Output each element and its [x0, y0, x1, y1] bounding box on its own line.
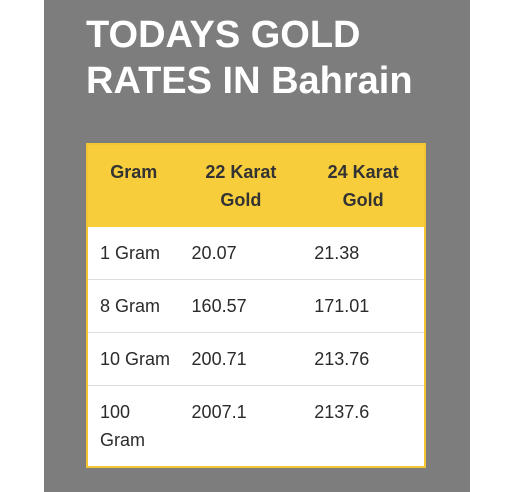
table-row: 100 Gram 2007.1 2137.6	[87, 385, 425, 467]
cell-weight: 1 Gram	[100, 243, 161, 263]
cell-22-karat-rate: 160.57	[179, 279, 303, 333]
table-row: 10 Gram 200.71 213.76	[87, 332, 425, 386]
column-header-gram: Gram	[87, 144, 180, 227]
cell-22-karat-rate: 200.71	[179, 332, 303, 386]
cell-22-karat-rate: 2007.1	[179, 385, 303, 467]
table-row: 8 Gram 160.57 171.01	[87, 279, 425, 333]
table-header-row: Gram 22 Karat Gold 24 Karat Gold	[87, 144, 425, 227]
column-header-22-karat: 22 Karat Gold	[179, 144, 303, 227]
column-header-24-karat: 24 Karat Gold	[302, 144, 425, 227]
cell-24-karat-rate: 2137.6	[302, 385, 425, 467]
cell-24-karat-rate: 171.01	[302, 279, 425, 333]
cell-22-karat-rate: 20.07	[191, 243, 237, 263]
cell-weight: 8 Gram	[87, 279, 180, 333]
table-row: 1 Gram 20.07 21.38	[87, 227, 425, 280]
cell-weight: 10 Gram	[87, 332, 180, 386]
cell-24-karat-rate: 21.38	[314, 243, 360, 263]
cell-24-karat-rate: 213.76	[302, 332, 425, 386]
gold-rates-table: Gram 22 Karat Gold 24 Karat Gold 1 Gram …	[86, 143, 426, 468]
cell-weight: 100 Gram	[87, 385, 180, 467]
page-title: TODAYS GOLD RATES IN Bahrain	[86, 14, 413, 102]
